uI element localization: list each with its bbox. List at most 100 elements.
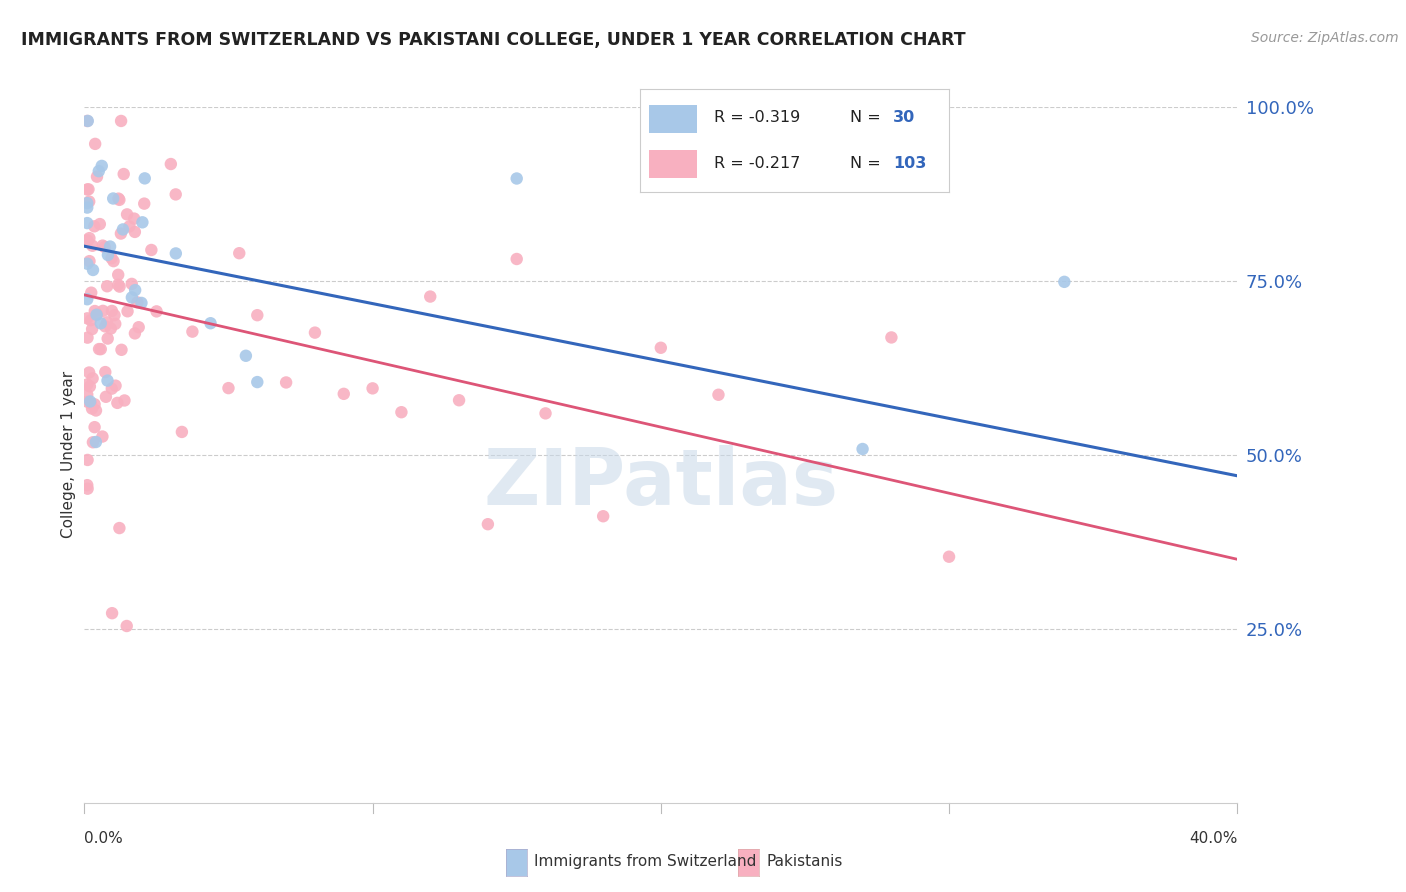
- Point: [181, 325, 204, 339]
- Point: [80, 396, 103, 410]
- Point: [170, 425, 193, 439]
- Point: [304, 326, 326, 340]
- Point: [96, 315, 118, 329]
- Point: [77, 366, 100, 380]
- Point: [141, 243, 163, 257]
- Point: [82, 263, 104, 277]
- Point: [76, 196, 98, 211]
- Point: [276, 376, 298, 390]
- Point: [121, 290, 143, 304]
- Point: [165, 187, 187, 202]
- Point: [80, 322, 103, 336]
- Point: [82, 435, 104, 450]
- Point: [592, 509, 614, 524]
- Point: [938, 549, 960, 564]
- Point: [76, 377, 98, 392]
- Point: [82, 239, 104, 253]
- Point: [112, 167, 135, 181]
- Point: [103, 254, 125, 268]
- Point: [200, 316, 222, 330]
- Point: [77, 194, 100, 209]
- Point: [86, 169, 108, 184]
- Point: [94, 390, 117, 404]
- Text: Source: ZipAtlas.com: Source: ZipAtlas.com: [1251, 31, 1399, 45]
- Point: [391, 405, 413, 419]
- Point: [104, 378, 127, 392]
- Point: [79, 394, 101, 409]
- Point: [114, 393, 136, 408]
- Point: [115, 207, 138, 221]
- Point: [145, 304, 167, 318]
- Text: 103: 103: [893, 155, 927, 170]
- Point: [110, 227, 132, 241]
- Bar: [650, 150, 696, 178]
- Point: [128, 320, 150, 334]
- Point: [86, 308, 108, 322]
- Point: [160, 157, 183, 171]
- Point: [100, 321, 122, 335]
- Point: [76, 311, 98, 326]
- Point: [333, 387, 356, 401]
- Point: [477, 517, 499, 532]
- Point: [108, 279, 131, 293]
- Point: [228, 246, 250, 260]
- Point: [77, 182, 100, 196]
- Point: [83, 219, 105, 234]
- Point: [84, 435, 107, 450]
- Text: ZIPatlas: ZIPatlas: [484, 445, 838, 521]
- Point: [84, 403, 107, 417]
- Point: [90, 159, 112, 173]
- Point: [165, 246, 187, 260]
- Point: [76, 482, 98, 496]
- Point: [82, 371, 104, 385]
- Point: [76, 114, 98, 128]
- Point: [84, 136, 107, 151]
- Point: [127, 295, 149, 310]
- Point: [449, 393, 471, 408]
- Point: [108, 521, 131, 535]
- Point: [76, 257, 98, 271]
- Point: [134, 196, 156, 211]
- Point: [246, 308, 269, 322]
- Point: [76, 453, 98, 467]
- Point: [117, 304, 139, 318]
- Point: [80, 313, 103, 327]
- Point: [76, 235, 98, 249]
- Point: [105, 396, 128, 410]
- Point: [87, 342, 110, 356]
- Text: Pakistanis: Pakistanis: [766, 855, 842, 869]
- Point: [134, 171, 156, 186]
- Text: R = -0.319: R = -0.319: [714, 111, 800, 126]
- Point: [506, 171, 529, 186]
- Point: [91, 429, 114, 443]
- Text: N =: N =: [851, 111, 880, 126]
- Point: [506, 252, 529, 266]
- Text: 0.0%: 0.0%: [84, 830, 124, 846]
- Point: [98, 239, 121, 253]
- Point: [111, 222, 134, 236]
- Point: [86, 307, 108, 321]
- Point: [97, 248, 120, 262]
- Point: [87, 164, 110, 178]
- Point: [534, 406, 557, 420]
- Point: [124, 283, 146, 297]
- Point: [124, 326, 146, 341]
- Point: [650, 341, 672, 355]
- Point: [94, 365, 117, 379]
- Text: IMMIGRANTS FROM SWITZERLAND VS PAKISTANI COLLEGE, UNDER 1 YEAR CORRELATION CHART: IMMIGRANTS FROM SWITZERLAND VS PAKISTANI…: [21, 31, 966, 49]
- Point: [96, 374, 118, 388]
- Point: [76, 292, 98, 306]
- Point: [91, 303, 114, 318]
- Point: [419, 289, 441, 303]
- Point: [90, 342, 112, 356]
- Point: [1053, 275, 1076, 289]
- Point: [707, 388, 730, 402]
- Point: [122, 211, 145, 226]
- Text: 40.0%: 40.0%: [1189, 830, 1237, 846]
- Point: [218, 381, 240, 395]
- Point: [76, 216, 98, 230]
- Point: [107, 268, 129, 282]
- Point: [94, 319, 117, 334]
- Point: [80, 401, 103, 416]
- Point: [115, 619, 138, 633]
